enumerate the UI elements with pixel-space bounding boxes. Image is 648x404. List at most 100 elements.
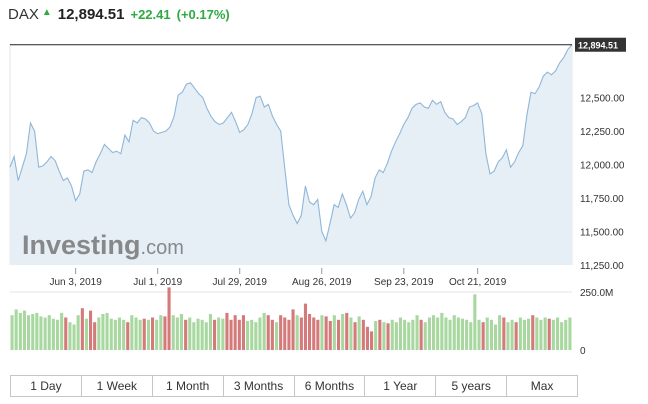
volume-bar xyxy=(204,322,208,350)
tab-6-months[interactable]: 6 Months xyxy=(294,376,366,396)
volume-bar xyxy=(22,310,26,350)
volume-bar xyxy=(138,319,142,350)
volume-bar xyxy=(477,319,481,350)
volume-bar xyxy=(370,331,374,350)
volume-bar xyxy=(179,314,183,350)
x-tick-label: Jun 3, 2019 xyxy=(50,277,103,288)
last-price-label-bg xyxy=(575,37,626,52)
volume-bar xyxy=(76,315,80,350)
volume-bar xyxy=(167,287,171,350)
price-chart[interactable]: Investing.com 12,500.00 12,250.00 12,000.00… xyxy=(0,0,648,372)
volume-tick-label: 250.0M xyxy=(580,288,613,299)
volume-bar xyxy=(427,317,431,350)
volume-bar xyxy=(146,319,150,350)
y-tick-label: 11,250.00 xyxy=(580,261,624,272)
volume-bar xyxy=(246,321,250,350)
volume-bar xyxy=(353,322,357,350)
volume-bar xyxy=(328,321,332,350)
volume-bar xyxy=(407,322,411,350)
volume-bar xyxy=(332,315,336,350)
tab-max[interactable]: Max xyxy=(507,376,577,396)
volume-bar xyxy=(27,315,31,350)
y-tick-label: 12,000.00 xyxy=(580,161,625,172)
volume-bar xyxy=(18,312,22,350)
volume-bar xyxy=(324,316,328,350)
volume-bar xyxy=(159,315,163,350)
volume-bar xyxy=(419,319,423,350)
volume-bar xyxy=(489,319,493,350)
symbol: DAX xyxy=(8,6,39,23)
tab-1-month[interactable]: 1 Month xyxy=(152,376,224,396)
volume-bar xyxy=(390,319,394,350)
price-line xyxy=(9,44,573,243)
volume-bar xyxy=(299,317,303,350)
volume-bar xyxy=(398,317,402,350)
volume-bar xyxy=(316,319,320,350)
volume-bar xyxy=(89,310,93,350)
tab-1-day[interactable]: 1 Day xyxy=(11,376,82,396)
volume-bar xyxy=(221,318,225,350)
volume-bar xyxy=(341,314,345,350)
volume-bar xyxy=(378,319,382,350)
volume-bar xyxy=(266,315,270,350)
volume-bar xyxy=(151,317,155,350)
volume-bar xyxy=(217,317,221,350)
volume-bar xyxy=(171,315,175,350)
tab-1-year[interactable]: 1 Year xyxy=(365,376,437,396)
volume-bar xyxy=(43,317,47,350)
volume-bar xyxy=(117,317,121,350)
tab-3-months[interactable]: 3 Months xyxy=(223,376,295,396)
x-tick-label: Jul 1, 2019 xyxy=(133,277,182,288)
x-tick-label: Oct 21, 2019 xyxy=(449,277,507,288)
volume-bar xyxy=(506,322,510,350)
tab-1-week[interactable]: 1 Week xyxy=(81,376,153,396)
volume-bar xyxy=(105,312,109,350)
volume-bar xyxy=(308,314,312,350)
volume-bar xyxy=(175,317,179,350)
volume-bar xyxy=(440,312,444,350)
volume-bar xyxy=(237,319,241,350)
volume-bar xyxy=(568,317,572,350)
volume-bar xyxy=(225,312,229,350)
volume-bar xyxy=(337,319,341,350)
volume-bar xyxy=(60,312,64,350)
volume-bar xyxy=(109,318,113,350)
volume-bar xyxy=(35,312,39,350)
volume-bar xyxy=(262,312,266,350)
volume-bar xyxy=(560,322,564,350)
volume-bar xyxy=(411,319,415,350)
volume-bar xyxy=(188,317,192,350)
volume-bar xyxy=(126,322,130,350)
volume-bar xyxy=(200,319,204,350)
volume-bar xyxy=(80,308,84,350)
volume-bar xyxy=(184,319,188,350)
price-area xyxy=(10,44,572,266)
volume-bar xyxy=(349,317,353,350)
y-tick-label: 12,250.00 xyxy=(580,127,625,138)
volume-bar xyxy=(192,322,196,350)
volume-bar xyxy=(10,315,14,350)
volume-bar xyxy=(134,317,138,350)
volume-bar xyxy=(556,317,560,350)
volume-bar xyxy=(374,321,378,350)
volume-bar xyxy=(465,319,469,350)
volume-bar xyxy=(196,318,200,350)
volume-bar xyxy=(229,319,233,350)
price-change-percent: (+0.17%) xyxy=(176,7,230,22)
volume-bar xyxy=(357,316,361,350)
volume-bar xyxy=(72,324,76,350)
volume-bar xyxy=(361,319,365,350)
volume-bar xyxy=(547,318,551,350)
volume-bar xyxy=(291,309,295,350)
volume-bar xyxy=(531,315,535,350)
volume-bar xyxy=(250,319,254,350)
volume-bar xyxy=(494,324,498,350)
volume-bar xyxy=(469,322,473,350)
volume-bar xyxy=(68,322,72,350)
volume-bar xyxy=(283,317,287,350)
volume-bar xyxy=(208,314,212,350)
volume-bar xyxy=(93,322,97,350)
volume-bar xyxy=(56,319,60,350)
tab-5-years[interactable]: 5 years xyxy=(436,376,508,396)
volume-bar xyxy=(543,317,547,350)
